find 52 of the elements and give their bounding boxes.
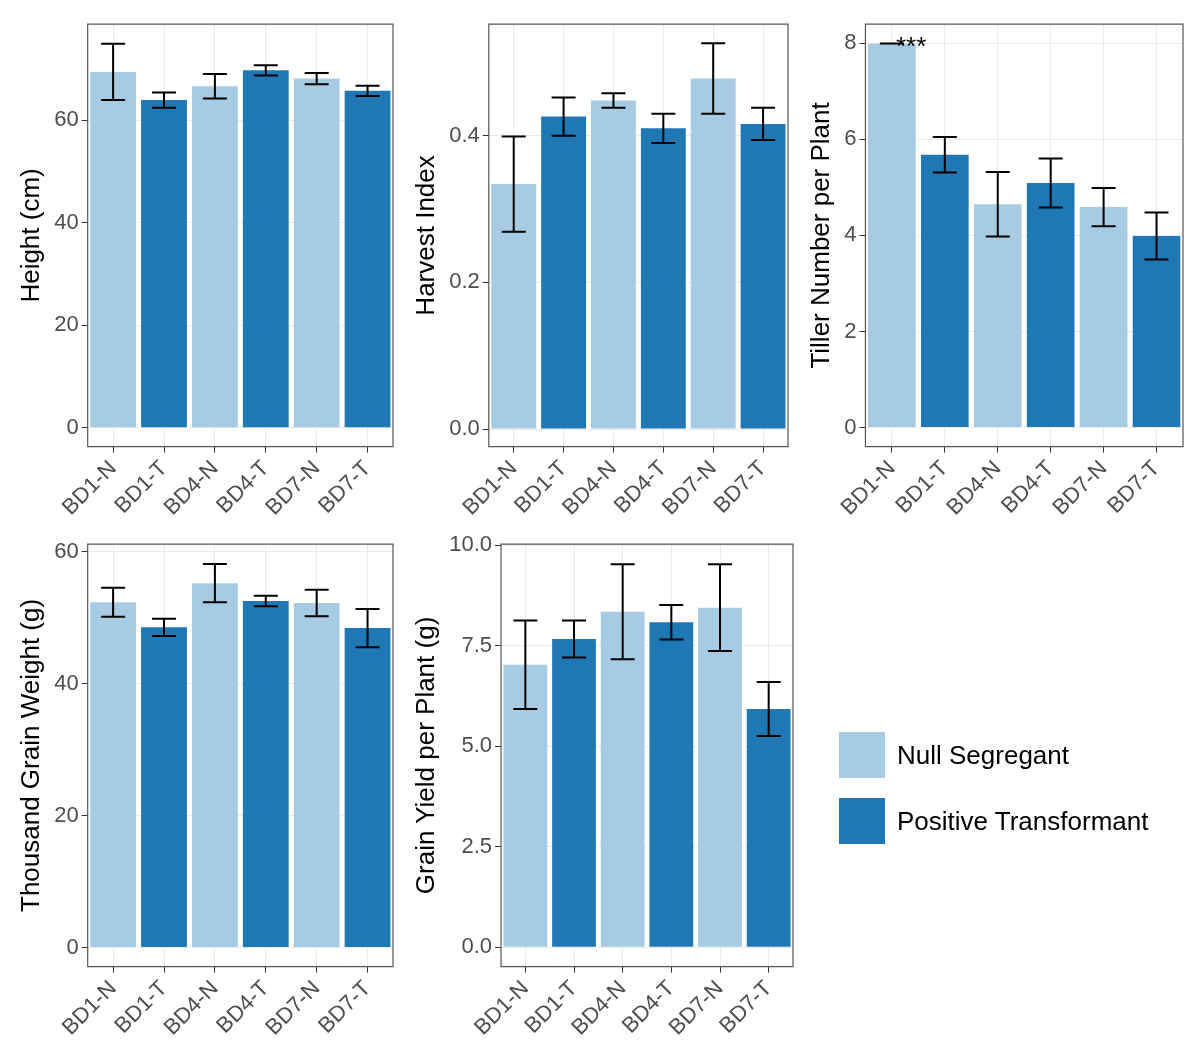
bar — [191, 583, 238, 948]
y-tick-label: 8 — [844, 29, 857, 55]
y-tick-label: 4 — [844, 221, 857, 247]
bar — [90, 602, 137, 948]
y-tick-label: 0 — [844, 413, 857, 439]
bar — [552, 639, 596, 947]
bar — [1079, 207, 1128, 427]
y-tick-label: 7.5 — [461, 631, 493, 657]
y-tick-label: 10.0 — [449, 531, 493, 557]
y-tick-label: 0.4 — [449, 121, 480, 147]
legend-label: Null Segregant — [897, 739, 1069, 771]
y-axis-title: Thousand Grain Weight (g) — [14, 598, 45, 912]
y-tick-label: 20 — [54, 801, 79, 827]
y-axis-title: Tiller Number per Plant — [804, 101, 835, 369]
bar — [1026, 183, 1075, 427]
annotation: *** — [895, 31, 927, 62]
y-tick-label: 2 — [844, 317, 857, 343]
y-tick-label: 40 — [54, 669, 79, 695]
bar — [242, 600, 289, 948]
y-tick-label: 0.0 — [461, 933, 493, 959]
bar — [690, 78, 736, 429]
bar — [503, 664, 548, 947]
bar — [649, 622, 694, 947]
bar — [921, 154, 969, 427]
bar — [740, 123, 786, 429]
bar — [746, 709, 791, 947]
bar — [344, 628, 391, 948]
y-tick-label: 5.0 — [461, 732, 493, 758]
y-tick-label: 0.2 — [449, 268, 480, 294]
y-tick-label: 0 — [66, 933, 79, 959]
bar — [600, 611, 645, 947]
bar — [698, 607, 742, 947]
bar — [591, 100, 636, 429]
legend-label: Positive Transformant — [897, 805, 1149, 837]
y-tick-label: 60 — [54, 106, 79, 132]
y-tick-label: 6 — [844, 125, 857, 151]
bar — [293, 602, 340, 948]
bar — [491, 184, 537, 429]
bar — [141, 627, 187, 948]
y-tick-label: 40 — [54, 208, 79, 234]
y-tick-label: 60 — [54, 537, 79, 563]
y-tick-label: 20 — [54, 311, 79, 337]
y-axis-title: Grain Yield per Plant (g) — [409, 616, 440, 895]
bar — [640, 128, 686, 429]
bar — [541, 116, 587, 429]
bar — [973, 204, 1022, 427]
y-tick-label: 0 — [66, 413, 79, 439]
y-axis-title: Height (cm) — [14, 168, 45, 303]
y-axis-title: Harvest Index — [409, 155, 440, 316]
bar — [1132, 235, 1181, 427]
y-tick-label: 0.0 — [449, 415, 480, 441]
y-tick-label: 2.5 — [461, 832, 493, 858]
